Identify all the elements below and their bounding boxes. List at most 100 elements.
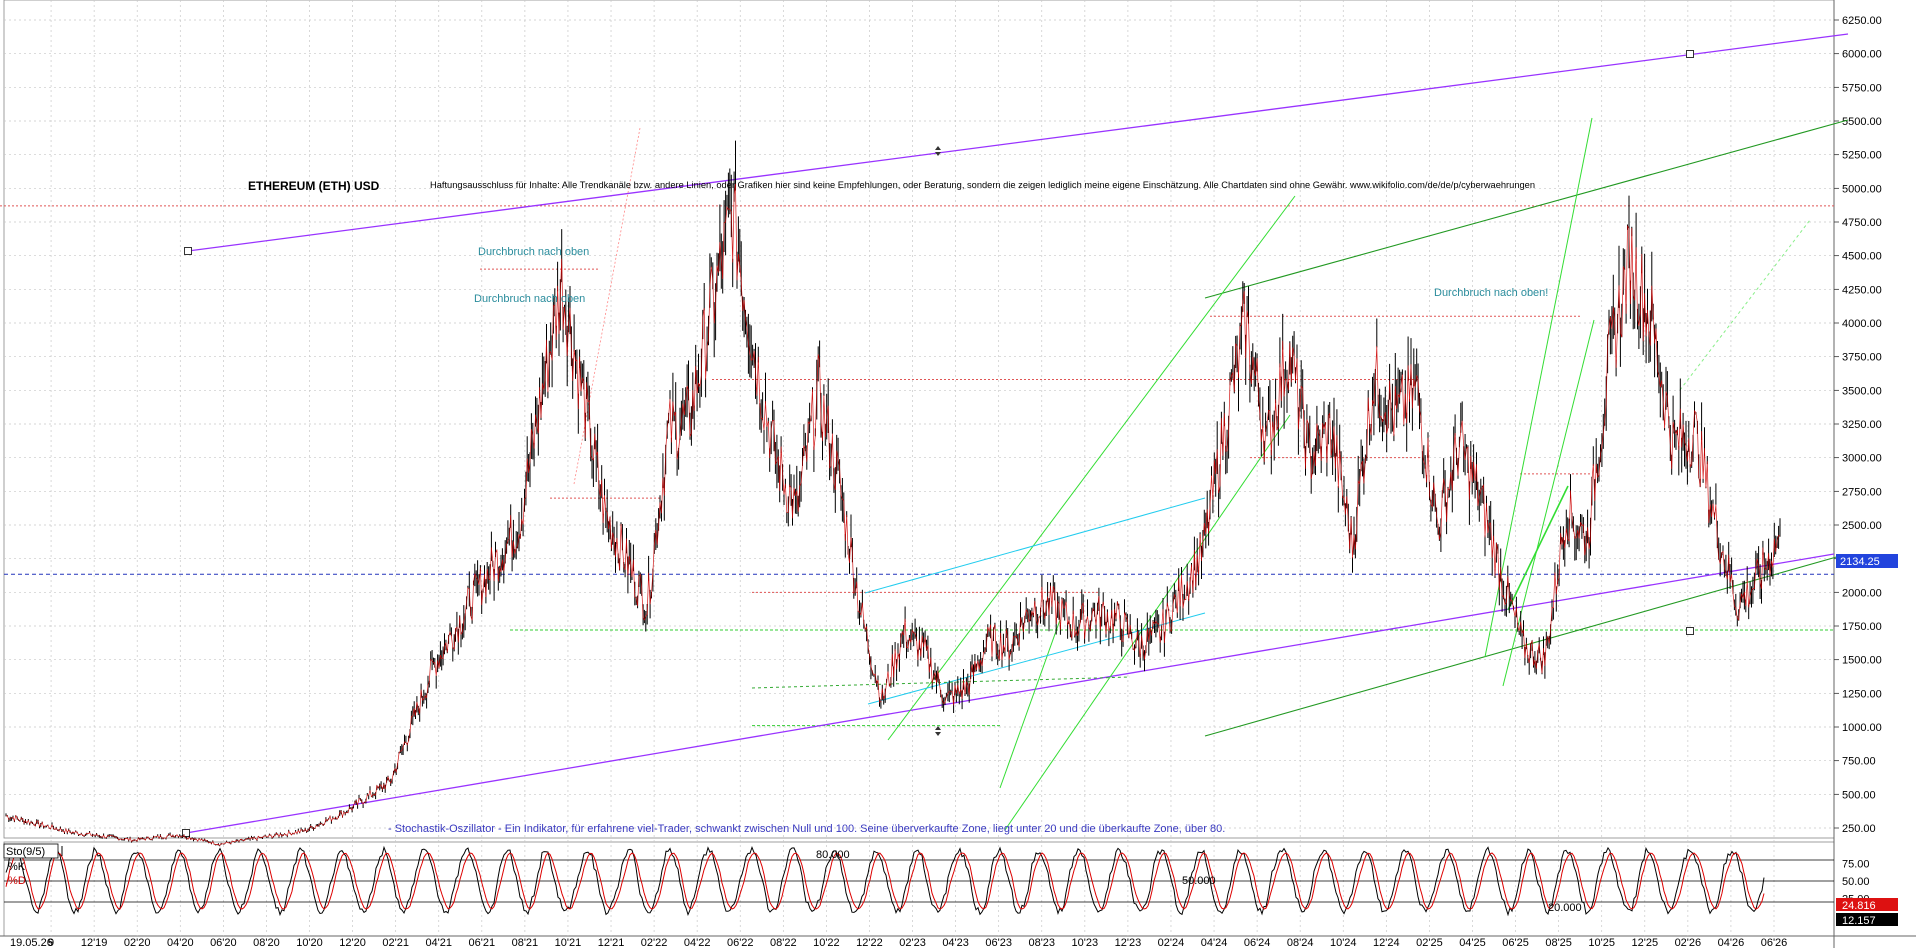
stochastic-k-label: %K (8, 861, 26, 873)
time-tick-label: 02'22 (641, 937, 668, 948)
stochastic-level-50: 50.000 (1182, 875, 1216, 887)
cyan-line-upper (864, 497, 1206, 594)
price-tick-label: 1750.00 (1842, 621, 1882, 633)
time-tick-label: 02'21 (382, 937, 409, 948)
channel-midpoint-handle (935, 146, 941, 156)
stochastic-indicator-box[interactable] (3, 843, 59, 859)
price-tick-label: 3000.00 (1842, 453, 1882, 465)
time-tick-label: 06'26 (1761, 937, 1788, 948)
green-steep-2 (1502, 319, 1595, 687)
stochastic-tick-label: 50.00 (1842, 876, 1870, 888)
price-tick-label: 5500.00 (1842, 116, 1882, 128)
time-tick-label: 12'20 (339, 937, 366, 948)
time-tick-label: 19.05.26 (10, 937, 53, 948)
key-levels (0, 205, 1834, 727)
time-tick-label: 06'20 (210, 937, 237, 948)
time-tick-label: 04'24 (1201, 937, 1228, 948)
upper-channel-line (187, 33, 1849, 252)
time-tick-label: 10'22 (813, 937, 840, 948)
price-tick-label: 5750.00 (1842, 82, 1882, 94)
time-tick-label: 06'25 (1502, 937, 1529, 948)
time-tick-label: 04'21 (425, 937, 452, 948)
time-tick-label: 12'23 (1115, 937, 1142, 948)
price-tick-label: 2750.00 (1842, 486, 1882, 498)
price-tick-label: 1000.00 (1842, 722, 1882, 734)
time-tick-label: 08'20 (253, 937, 280, 948)
time-tick-label: 08'24 (1287, 937, 1314, 948)
time-tick-label: 12'19 (81, 937, 108, 948)
stochastic-k-value: 24.816 (1842, 900, 1876, 912)
breakout-annotation-1: Durchbruch nach oben (478, 246, 589, 258)
stochastic-d-badge (1836, 913, 1898, 926)
stochastic-note: - Stochastik-Oszillator - Ein Indikator,… (388, 823, 1225, 835)
price-tick-label: 4250.00 (1842, 284, 1882, 296)
time-tick-label: 08'23 (1028, 937, 1055, 948)
chart-title: ETHEREUM (ETH) USD (248, 179, 380, 193)
price-tick-label: 4750.00 (1842, 217, 1882, 229)
time-tick-label: 12'21 (598, 937, 625, 948)
time-tick-label: 04'20 (167, 937, 194, 948)
price-tick-label: 4000.00 (1842, 318, 1882, 330)
time-tick-label: 02'25 (1416, 937, 1443, 948)
price-tick-label: 2500.00 (1842, 520, 1882, 532)
price-close-line (5, 183, 1781, 847)
price-tick-label: 1500.00 (1842, 655, 1882, 667)
price-tick-label: 2000.00 (1842, 587, 1882, 599)
time-tick-label: 08'22 (770, 937, 797, 948)
green-steep-3 (1507, 485, 1569, 611)
stochastic-level-80: 80.000 (816, 849, 850, 861)
time-tick-label: 9 (48, 937, 54, 948)
time-tick-label: 06'22 (727, 937, 754, 948)
time-axis: 19.05.269 12'19 02'20 04'20 06'20 08'20 10'20 1… (10, 937, 1787, 948)
time-tick-label: 12'22 (856, 937, 883, 948)
price-tick-label: 250.00 (1842, 823, 1876, 835)
time-tick-label: 12'25 (1631, 937, 1658, 948)
time-tick-label: 10'21 (555, 937, 582, 948)
time-tick-label: 08'25 (1545, 937, 1572, 948)
price-tick-label: 5000.00 (1842, 183, 1882, 195)
channel-anchor-handle (184, 247, 192, 255)
price-tick-label: 3750.00 (1842, 352, 1882, 364)
stochastic-panel-frame (3, 841, 1835, 937)
time-tick-label: 12'24 (1373, 937, 1400, 948)
price-axis: 6250.00 6000.00 5750.00 5500.00 5250.00 5000.… (1834, 15, 1882, 835)
channel-anchor-handle (1686, 627, 1694, 635)
green-channel-upper (1204, 119, 1849, 299)
current-price-badge (1836, 554, 1898, 568)
channel-anchor-handle (1686, 50, 1694, 58)
time-tick-label: 02'20 (124, 937, 151, 948)
time-tick-label: 04'23 (942, 937, 969, 948)
stochastic-k-badge (1836, 898, 1898, 911)
price-series (5, 140, 1781, 847)
time-tick-label: 10'25 (1588, 937, 1615, 948)
breakout-annotation-2: Durchbruch nach oben (474, 293, 585, 305)
stochastic-d-label: .%D (5, 875, 26, 887)
time-tick-label: 02'26 (1675, 937, 1702, 948)
price-tick-label: 4500.00 (1842, 251, 1882, 263)
green-trend-2 (999, 619, 1061, 789)
stochastic-d-line (5, 852, 1765, 910)
stochastic-indicator-name: Sto(9/5) (6, 846, 45, 858)
price-panel-frame (3, 0, 1835, 839)
stochastic-d-value: 12.157 (1842, 915, 1876, 927)
time-tick-label: 02'23 (899, 937, 926, 948)
green-steep-1 (1484, 117, 1593, 658)
channel-midpoint-handle (935, 726, 941, 736)
time-tick-label: 10'23 (1072, 937, 1099, 948)
time-tick-label: 06'21 (469, 937, 496, 948)
time-tick-label: 04'22 (684, 937, 711, 948)
current-price-label: 2134.25 (1840, 556, 1880, 568)
price-tick-label: 3250.00 (1842, 419, 1882, 431)
time-tick-label: 04'25 (1459, 937, 1486, 948)
time-tick-label: 04'26 (1718, 937, 1745, 948)
breakout-annotation-3: Durchbruch nach oben! (1434, 287, 1548, 299)
price-tick-label: 5250.00 (1842, 150, 1882, 162)
time-tick-label: 08'21 (512, 937, 539, 948)
stochastic-k-line (5, 845, 1765, 917)
time-tick-label: 10'20 (296, 937, 323, 948)
price-tick-label: 6250.00 (1842, 15, 1882, 27)
price-tick-label: 3500.00 (1842, 385, 1882, 397)
chart-disclaimer: Haftungsausschluss für Inhalte: Alle Tre… (430, 180, 1535, 190)
